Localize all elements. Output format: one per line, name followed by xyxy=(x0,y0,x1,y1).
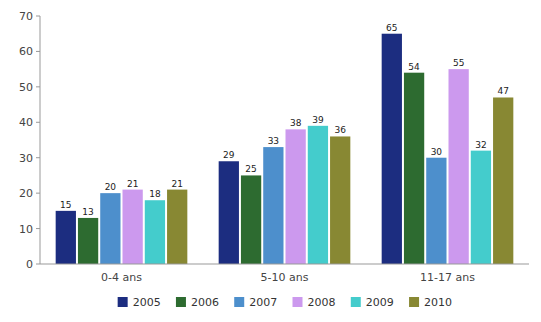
data-labels: 15 29 65 13 25 54 20 33 30 21 38 55 18 39 32 21 36 47 xyxy=(60,23,509,217)
data-label: 33 xyxy=(268,136,279,146)
bar xyxy=(404,73,424,264)
data-label: 13 xyxy=(82,207,93,217)
y-tick xyxy=(36,228,40,229)
data-label: 47 xyxy=(497,86,508,96)
bar xyxy=(286,129,306,264)
y-tick-label: 0 xyxy=(26,258,33,271)
data-label: 29 xyxy=(223,150,235,160)
data-label: 65 xyxy=(386,23,397,33)
bar xyxy=(145,200,165,264)
y-tick-label: 20 xyxy=(19,187,33,200)
bar xyxy=(308,126,328,264)
data-label: 38 xyxy=(290,118,302,128)
data-label: 15 xyxy=(60,200,71,210)
y-tick-label: 70 xyxy=(19,10,33,23)
bar xyxy=(167,190,187,264)
y-tick xyxy=(36,86,40,87)
bar xyxy=(493,97,513,264)
y-tick-label: 60 xyxy=(19,45,33,58)
bar xyxy=(471,151,491,264)
y-axis-line xyxy=(40,16,41,264)
bar xyxy=(123,190,143,264)
legend-label: 2007 xyxy=(249,296,277,309)
bar xyxy=(330,136,350,264)
x-tick-label: 0-4 ans xyxy=(101,271,142,284)
data-label: 32 xyxy=(475,140,486,150)
data-label: 18 xyxy=(149,189,161,199)
data-label: 30 xyxy=(431,147,443,157)
legend-label: 2009 xyxy=(366,296,394,309)
data-label: 39 xyxy=(312,115,324,125)
chart-svg: 15 29 65 13 25 54 20 33 30 21 38 55 18 39 32 21 36 47 0 10 2… xyxy=(0,0,541,322)
legend-swatch xyxy=(234,297,244,307)
y-tick-label: 10 xyxy=(19,223,33,236)
legend-swatch xyxy=(409,297,419,307)
legend-swatch xyxy=(293,297,303,307)
legend: 2005 2006 2007 2008 2009 2010 xyxy=(118,296,452,309)
y-tick xyxy=(36,16,40,17)
bar xyxy=(241,175,261,264)
data-label: 55 xyxy=(453,58,464,68)
legend-label: 2010 xyxy=(424,296,452,309)
y-tick xyxy=(36,122,40,123)
x-tick-label: 11-17 ans xyxy=(420,271,475,284)
data-label: 21 xyxy=(171,179,182,189)
y-tick-label: 50 xyxy=(19,81,33,94)
data-label: 54 xyxy=(408,62,420,72)
data-label: 20 xyxy=(105,182,117,192)
bars xyxy=(56,34,514,264)
legend-swatch xyxy=(176,297,186,307)
chart-container: 15 29 65 13 25 54 20 33 30 21 38 55 18 39 32 21 36 47 0 10 2… xyxy=(0,0,541,322)
y-tick-label: 40 xyxy=(19,116,33,129)
legend-label: 2008 xyxy=(308,296,336,309)
bar xyxy=(78,218,98,264)
bar xyxy=(100,193,120,264)
bar xyxy=(449,69,469,264)
y-tick xyxy=(36,193,40,194)
bar xyxy=(426,158,446,264)
bar xyxy=(382,34,402,264)
data-label: 36 xyxy=(334,125,346,135)
bar xyxy=(263,147,283,264)
x-tick-label: 5-10 ans xyxy=(261,271,309,284)
y-tick xyxy=(36,157,40,158)
y-tick xyxy=(36,51,40,52)
legend-label: 2005 xyxy=(133,296,161,309)
axes: 0 10 20 30 40 50 60 70 0-4 ans 5-10 ans 11-17 ans xyxy=(19,10,529,284)
legend-label: 2006 xyxy=(191,296,219,309)
x-axis-line xyxy=(40,264,529,265)
legend-swatch xyxy=(351,297,361,307)
y-tick-label: 30 xyxy=(19,152,33,165)
bar xyxy=(219,161,239,264)
legend-swatch xyxy=(118,297,128,307)
data-label: 25 xyxy=(245,164,256,174)
y-tick xyxy=(36,264,40,265)
data-label: 21 xyxy=(127,179,138,189)
bar xyxy=(56,211,76,264)
